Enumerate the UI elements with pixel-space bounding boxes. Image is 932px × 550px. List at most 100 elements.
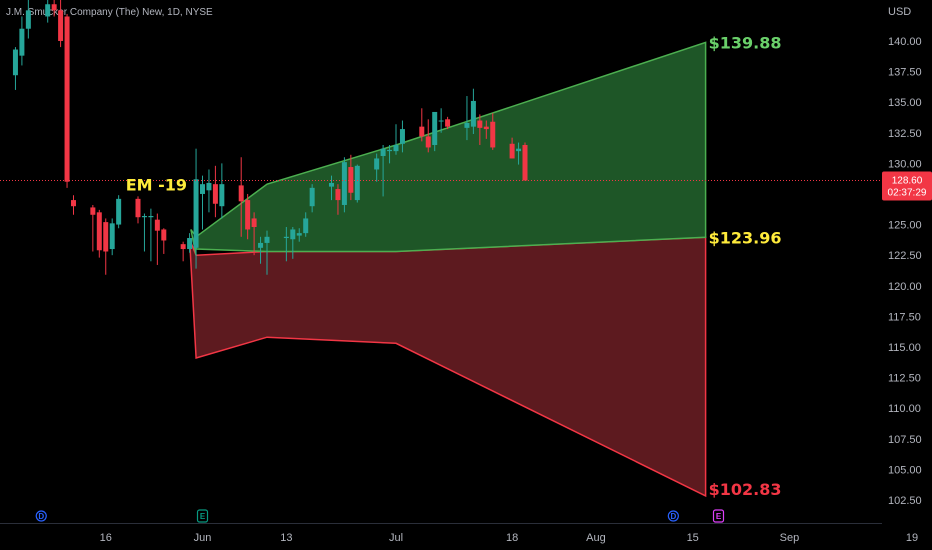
candle[interactable] [154, 213, 160, 265]
candle-body [387, 149, 393, 152]
candle[interactable] [380, 145, 386, 197]
candle-body [425, 136, 431, 148]
candle[interactable] [58, 0, 64, 48]
x-tick-label: 13 [280, 532, 292, 544]
candle-body [200, 184, 205, 194]
candle-body [12, 49, 18, 76]
candle-body [141, 215, 147, 218]
x-tick-label: 19 [906, 532, 918, 544]
candle[interactable] [445, 116, 451, 130]
candle-body [477, 120, 483, 128]
x-tick-label: Aug [586, 532, 606, 544]
candle-body [64, 16, 70, 182]
candle[interactable] [509, 137, 515, 159]
candle[interactable] [464, 96, 470, 141]
candle[interactable] [335, 184, 341, 215]
price-tag-countdown: 02:37:29 [888, 188, 927, 199]
candle[interactable] [161, 228, 167, 254]
candle[interactable] [309, 184, 315, 213]
candle[interactable] [90, 204, 96, 252]
candle[interactable] [245, 193, 251, 240]
candle[interactable] [432, 111, 438, 152]
candle[interactable] [212, 165, 218, 218]
candle[interactable] [374, 153, 380, 182]
candle[interactable] [219, 163, 225, 219]
candle-body [19, 28, 25, 56]
candle[interactable] [116, 195, 122, 229]
candle-body [419, 126, 425, 137]
currency-label: USD [888, 6, 911, 18]
candle[interactable] [135, 196, 141, 224]
candle[interactable] [283, 227, 289, 262]
candle[interactable] [25, 0, 31, 39]
candle[interactable] [12, 47, 18, 90]
candle[interactable] [393, 124, 399, 155]
candle[interactable] [103, 218, 109, 275]
candlestick-series[interactable] [12, 0, 528, 275]
candle[interactable] [148, 208, 154, 262]
candle[interactable] [96, 209, 102, 258]
candle[interactable] [516, 142, 522, 165]
candle[interactable] [399, 120, 405, 153]
candle[interactable] [354, 164, 360, 203]
time-axis[interactable]: 16 Jun 13 Jul 18 Aug 15 Sep 19 [100, 532, 919, 544]
candle[interactable] [348, 154, 354, 201]
candle[interactable] [264, 230, 270, 275]
candle[interactable] [109, 218, 115, 256]
candle[interactable] [238, 157, 244, 237]
candle-body [296, 233, 302, 236]
candle-body [245, 200, 251, 230]
candle-body [303, 218, 309, 234]
candle[interactable] [329, 175, 334, 201]
candle[interactable] [251, 212, 257, 256]
candle[interactable] [483, 120, 489, 139]
dividend-icon [667, 510, 679, 522]
candle[interactable] [341, 157, 347, 213]
y-tick-label: 125.00 [888, 220, 922, 232]
candle[interactable] [45, 0, 51, 23]
candle-body [341, 162, 347, 205]
lower-target-label: $102.83 [709, 480, 782, 499]
y-tick-label: 112.50 [888, 373, 921, 385]
earnings-icon [196, 509, 209, 523]
candle[interactable] [141, 213, 147, 252]
candle[interactable] [71, 195, 76, 215]
candle[interactable] [180, 241, 186, 262]
candle[interactable] [303, 212, 309, 237]
current-price-tag: 128.60 02:37:29 [882, 171, 932, 201]
dividend-icon [35, 510, 47, 522]
x-tick-label: Jul [389, 532, 403, 544]
candle-body [45, 4, 51, 17]
y-tick-label: 132.50 [888, 128, 922, 140]
x-tick-label: 15 [687, 532, 699, 544]
candle[interactable] [470, 88, 476, 134]
candle[interactable] [425, 119, 431, 153]
candle[interactable] [419, 108, 425, 142]
candle[interactable] [477, 114, 483, 146]
candle[interactable] [51, 0, 57, 17]
y-tick-label: 105.00 [888, 464, 922, 476]
candle[interactable] [387, 145, 393, 164]
candle-body [103, 222, 109, 252]
candle[interactable] [187, 233, 193, 253]
lower-move-zone [188, 236, 707, 498]
candle[interactable] [290, 227, 296, 259]
y-tick-label: 117.50 [888, 311, 921, 323]
candle-body [180, 244, 186, 250]
candle[interactable] [200, 175, 205, 230]
chart-title: J.M. Smucker Company (The) New, 1D, NYSE [6, 7, 213, 18]
candle[interactable] [206, 169, 212, 213]
candle[interactable] [296, 228, 302, 242]
candle[interactable] [438, 108, 444, 133]
event-letter: D [38, 512, 44, 521]
candle[interactable] [19, 16, 25, 66]
y-tick-label: 120.00 [888, 281, 922, 293]
candle[interactable] [193, 148, 199, 269]
candle[interactable] [522, 142, 528, 181]
candle-body [348, 167, 354, 193]
candle[interactable] [258, 236, 264, 264]
candle[interactable] [64, 14, 70, 188]
candle-body [522, 145, 528, 181]
candle[interactable] [490, 113, 496, 150]
